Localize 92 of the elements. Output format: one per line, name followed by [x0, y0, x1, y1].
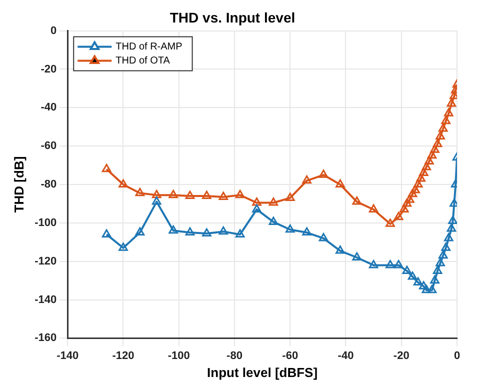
point: [285, 224, 295, 233]
point: [427, 284, 437, 294]
point: [386, 218, 395, 227]
point: [430, 275, 440, 284]
point: [235, 229, 245, 238]
point: [444, 233, 454, 242]
point: [448, 216, 457, 224]
legend-label: THD of OTA: [116, 56, 170, 67]
y-axis-title: THD [dB]: [11, 156, 26, 213]
point: [318, 233, 328, 242]
x-axis-title: Input level [dBFS]: [207, 364, 318, 380]
point: [336, 179, 345, 188]
point: [235, 190, 245, 198]
point: [268, 216, 278, 225]
x-tick-label: -40: [338, 350, 354, 362]
point: [368, 260, 378, 268]
point: [413, 179, 423, 188]
point: [152, 190, 162, 198]
point: [268, 198, 278, 206]
point: [202, 190, 212, 200]
point: [436, 131, 445, 140]
point: [405, 194, 414, 203]
point: [135, 227, 145, 236]
point: [302, 227, 312, 236]
point: [408, 271, 418, 280]
point: [118, 179, 128, 188]
point: [438, 250, 448, 259]
point: [368, 204, 378, 212]
x-tick-label: -20: [393, 350, 410, 362]
point: [427, 150, 437, 159]
point: [318, 170, 328, 178]
point: [152, 196, 162, 205]
y-tick-label: 0: [50, 24, 57, 37]
y-tick-label: -140: [34, 294, 57, 306]
point: [185, 190, 195, 200]
point: [418, 168, 428, 176]
point: [416, 173, 426, 182]
point: [386, 260, 395, 268]
x-tick-label: -80: [226, 350, 242, 362]
x-tick-label: -140: [56, 350, 79, 362]
point: [285, 192, 295, 201]
point: [352, 252, 362, 261]
point: [336, 246, 345, 254]
y-tick-label: -160: [34, 332, 57, 344]
point: [413, 277, 423, 286]
y-tick-label: -100: [34, 216, 57, 229]
point: [118, 242, 128, 251]
point: [446, 223, 456, 232]
point: [441, 116, 451, 124]
point: [424, 156, 434, 164]
x-tick-label: -100: [168, 350, 190, 362]
point: [438, 124, 448, 132]
point: [168, 225, 178, 234]
point: [352, 196, 362, 205]
point: [102, 164, 112, 172]
point: [102, 229, 112, 238]
point: [202, 228, 212, 236]
point: [444, 108, 454, 116]
point: [422, 284, 432, 294]
x-tick-label: 0: [454, 350, 460, 362]
point: [394, 212, 404, 220]
point: [432, 138, 442, 148]
point: [218, 226, 228, 235]
point: [408, 188, 418, 198]
point: [446, 98, 456, 107]
point: [418, 281, 428, 290]
legend-label: THD of R-AMP: [116, 42, 183, 53]
chart-title: THD vs. Input level: [170, 9, 296, 26]
point: [436, 258, 445, 266]
x-tick-label: -60: [282, 350, 298, 362]
point: [410, 185, 420, 194]
y-tick-label: -60: [40, 140, 57, 152]
point: [394, 260, 404, 268]
point: [400, 204, 409, 212]
point: [168, 190, 178, 198]
point: [252, 198, 262, 206]
point: [252, 204, 262, 212]
point: [432, 266, 442, 274]
point: [402, 198, 412, 207]
y-tick-label: -40: [40, 102, 57, 114]
point: [422, 162, 432, 170]
point: [441, 242, 451, 251]
x-tick-label: -120: [112, 350, 134, 362]
point: [430, 144, 440, 153]
point: [402, 266, 412, 274]
y-tick-label: -20: [40, 63, 57, 76]
point: [185, 227, 195, 236]
point: [218, 192, 228, 200]
y-tick-label: -80: [40, 178, 57, 191]
y-tick-label: -120: [34, 255, 57, 268]
point: [135, 188, 145, 196]
point: [302, 175, 312, 184]
